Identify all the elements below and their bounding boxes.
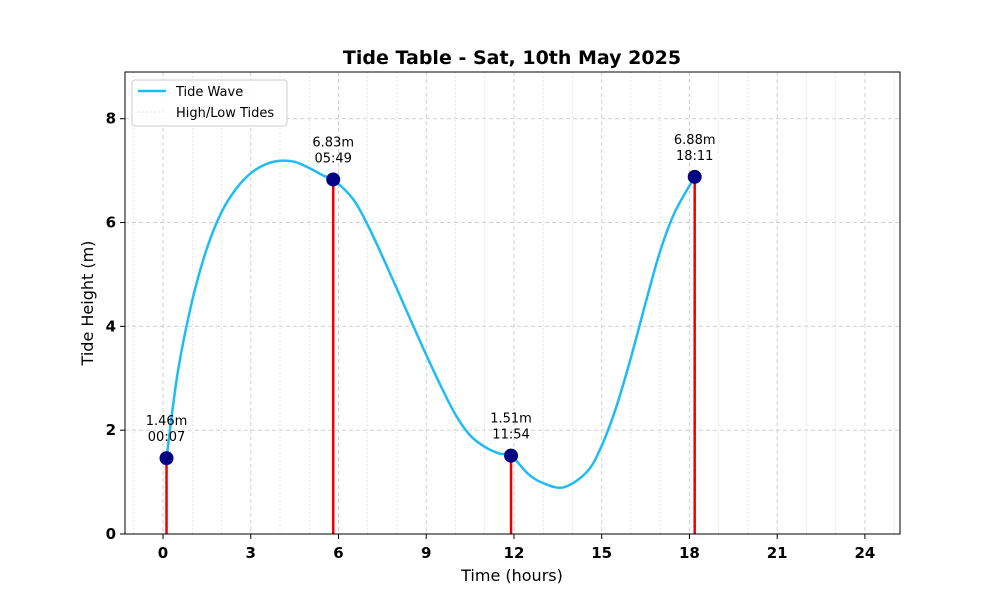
- minor-grid: [133, 72, 895, 534]
- tide-height-label: 6.88m: [674, 133, 716, 148]
- x-tick-label: 18: [679, 544, 700, 562]
- x-tick-label: 21: [767, 544, 788, 562]
- tide-time-label: 11:54: [492, 428, 529, 443]
- tide-height-label: 1.46m: [146, 414, 188, 429]
- tide-height-label: 6.83m: [312, 135, 354, 150]
- y-axis-label: Tide Height (m): [78, 241, 97, 367]
- y-tick-label: 4: [106, 317, 116, 335]
- x-axis: 0 3 6 9 12 15 18 21 24: [158, 534, 875, 562]
- tide-time-label: 18:11: [676, 149, 713, 164]
- plot-frame: [124, 71, 901, 535]
- x-tick-label: 24: [854, 544, 875, 562]
- x-tick-label: 9: [421, 544, 431, 562]
- y-axis: 0 2 4 6 8: [106, 110, 125, 543]
- x-tick-label: 12: [504, 544, 525, 562]
- x-tick-label: 15: [591, 544, 612, 562]
- y-tick-label: 6: [106, 214, 116, 232]
- legend: Tide Wave High/Low Tides: [131, 79, 288, 127]
- tide-height-label: 1.51m: [490, 412, 532, 427]
- y-tick-label: 8: [106, 110, 116, 128]
- y-tick-label: 2: [106, 421, 116, 439]
- tide-marker: [159, 451, 174, 466]
- tide-wave-line: [165, 159, 696, 489]
- legend-box: [131, 79, 288, 127]
- chart-title: Tide Table - Sat, 10th May 2025: [343, 47, 681, 69]
- tide-marker: [687, 169, 702, 184]
- series-layer: [165, 159, 696, 489]
- legend-label-tide-wave: Tide Wave: [175, 85, 243, 100]
- x-axis-label: Time (hours): [460, 566, 563, 585]
- x-tick-label: 3: [246, 544, 256, 562]
- legend-label-high-low-tides: High/Low Tides: [176, 106, 274, 121]
- y-tick-label: 0: [106, 525, 116, 543]
- tide-time-label: 05:49: [314, 151, 351, 166]
- tide-marker: [504, 448, 519, 463]
- x-tick-label: 0: [158, 544, 168, 562]
- x-tick-label: 6: [333, 544, 343, 562]
- tide-marker: [326, 172, 341, 187]
- tide-time-label: 00:07: [148, 430, 185, 445]
